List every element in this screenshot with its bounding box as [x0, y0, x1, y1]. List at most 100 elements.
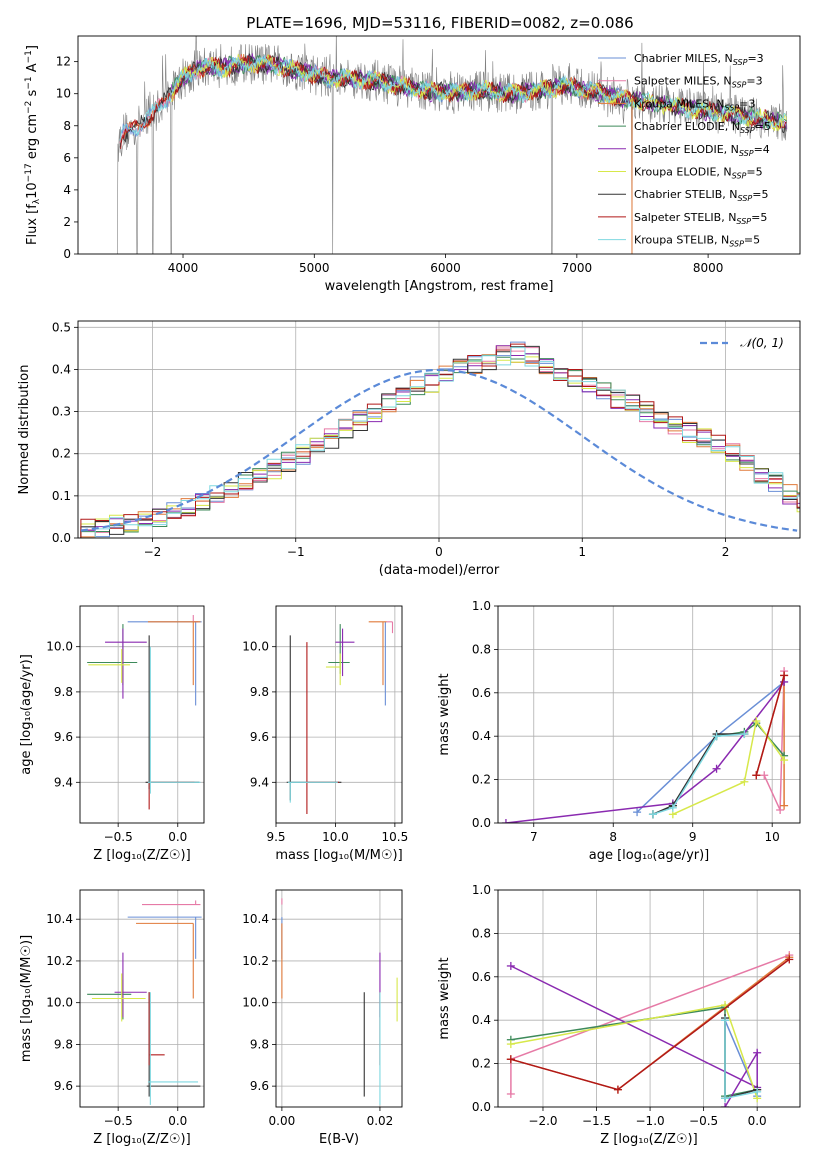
legend-entry: Salpeter MILES, NSSP=3 [634, 75, 763, 90]
legend-entry: Salpeter STELIB, NSSP=5 [634, 211, 767, 226]
age_vs_mass-xtick-label: 9.5 [266, 830, 285, 844]
weight_vs_Z-series-kroupa-stelib [721, 1016, 762, 1103]
legend-entry: Kroupa ELODIE, NSSP=5 [634, 166, 763, 181]
weight_vs_Z-marker [506, 1040, 515, 1049]
weight_vs_age-marker [668, 803, 677, 812]
weight_vs_Z-ytick-label: 1.0 [472, 883, 491, 897]
weight_vs_Z-xtick-label: −2.0 [528, 1114, 557, 1128]
age_vs_Z-plot [87, 615, 202, 810]
weight_vs_age-line [755, 675, 785, 776]
mass_vs_Z-ytick-label: 9.6 [54, 1079, 73, 1093]
residuals-step-salpeter-stelib [80, 343, 800, 538]
residuals-plot [80, 341, 800, 538]
legend-label: Chabrier MILES, N [634, 52, 733, 65]
mass_vs_EBV-xtick-label: 0.02 [367, 1114, 394, 1128]
spectrum-ylabel-part: s [25, 89, 40, 100]
weight_vs_Z-marker [506, 1055, 515, 1064]
spectrum-ytick-label: 8 [63, 119, 71, 133]
weight_vs_age-marker [780, 801, 789, 810]
spectrum-ylabel-part: −17 [24, 163, 34, 182]
spectrum-model-chabrier-elodie [170, 54, 787, 129]
weight_vs_Z-marker [721, 1016, 730, 1025]
spectrum-ylabel-part: A [25, 63, 40, 76]
age_vs_Z-point [105, 628, 147, 699]
age_vs_mass-ytick-label: 9.8 [250, 685, 269, 699]
weight_vs_age-line [652, 733, 745, 815]
spectrum-xtick-label: 6000 [430, 261, 461, 275]
mass_vs_Z-point [114, 952, 147, 1018]
weight_vs_age-marker [752, 717, 761, 726]
legend-label: Salpeter STELIB, N [634, 211, 736, 224]
spectrum-frame [77, 35, 801, 255]
spectrum-ylabel-part: 10 [25, 182, 40, 199]
weight_vs_age-marker [633, 808, 642, 817]
weight_vs_Z-xtick-label: −1.0 [636, 1114, 665, 1128]
age_vs_mass-point [386, 621, 394, 634]
legend-sub: SSP [739, 149, 754, 158]
spectrum-ytick-label: 2 [63, 215, 71, 229]
age_vs_mass-point [325, 653, 341, 686]
residuals-step-kroupa-stelib [80, 347, 800, 538]
legend-label: Chabrier ELODIE, N [634, 120, 740, 133]
mass_vs_EBV-plot [281, 898, 398, 1105]
mass_vs_EBV-frame [275, 889, 403, 1108]
spectrum-xtick-label: 8000 [693, 261, 724, 275]
spectrum-ylabel-part: Flux [f [25, 204, 40, 245]
legend-eq: =3 [739, 97, 755, 110]
age_vs_mass-ytick-label: 10.0 [242, 640, 269, 654]
residuals-ytick-label: 0.1 [52, 489, 71, 503]
residuals-xtick-label: 1 [578, 545, 586, 559]
weight_vs_Z-marker [613, 1085, 622, 1094]
weight_vs_age-line [652, 733, 745, 816]
residuals-frame [77, 320, 801, 539]
weight_vs_age-series-salpeter-miles [760, 667, 789, 814]
weight_vs_age-xtick-label: 9 [689, 830, 697, 844]
spectrum-ylabel-part: −2 [24, 101, 34, 114]
weight_vs_Z-ytick-label: 0.4 [472, 1013, 491, 1027]
age_vs_mass-ytick-label: 9.6 [250, 730, 269, 744]
weight_vs_age-ytick-label: 0.4 [472, 729, 491, 743]
legend-entry: Kroupa MILES, NSSP=3 [634, 97, 755, 112]
legend-sub: SSP [740, 126, 755, 135]
weight_vs_age-marker [760, 771, 769, 780]
age_vs_Z-ytick-label: 9.8 [54, 685, 73, 699]
weight_vs_Z-ytick-label: 0.2 [472, 1057, 491, 1071]
residuals-xtick-label: 2 [722, 545, 730, 559]
mass_vs_Z-point [136, 922, 194, 999]
legend-entry: Chabrier MILES, NSSP=3 [634, 52, 764, 67]
legend-label: Kroupa ELODIE, N [634, 166, 732, 179]
spectrum-model-kroupa-stelib [119, 54, 787, 141]
legend-sub: SSP [736, 217, 751, 226]
age_vs_mass-axes: 9.5 10.0 10.5 9.4 9.6 9.8 10.0 mass [log₁₀(M/M☉… [242, 606, 408, 863]
age_vs_mass-point [368, 621, 387, 686]
legend-entry: Salpeter ELODIE, NSSP=4 [634, 143, 770, 158]
mass_vs_Z-ytick-label: 10.4 [46, 912, 73, 926]
weight_vs_age-marker [648, 810, 657, 819]
age_vs_mass-point [335, 628, 355, 677]
residuals-ytick-label: 0.0 [52, 531, 71, 545]
residuals-ytick-label: 0.5 [52, 320, 71, 334]
age_vs_Z-ylabel: age [log₁₀(age/yr)] [19, 654, 34, 775]
mass_vs_Z-point [148, 992, 165, 1066]
residuals-xtick-label: 0 [435, 545, 443, 559]
legend-label: Kroupa MILES, N [634, 97, 724, 110]
age_vs_mass-point [287, 781, 338, 803]
weight_vs_age-marker [740, 777, 749, 786]
legend-label: Kroupa STELIB, N [634, 234, 729, 247]
weight_vs_age-ytick-label: 0.8 [472, 642, 491, 656]
legend-sub: SSP [729, 240, 744, 249]
legend-sub: SSP [724, 103, 739, 112]
mass_vs_Z-axes: −0.5 0.0 9.6 9.8 10.0 10.2 10.4 Z [log₁₀(Z/Z☉)]… [19, 890, 204, 1147]
spectrum-xtick-label: 4000 [168, 261, 199, 275]
weight_vs_age-marker [501, 819, 510, 823]
age_vs_mass-xtick-label: 10.5 [382, 830, 409, 844]
legend-eq: =5 [755, 120, 771, 133]
legend-label: Salpeter MILES, N [634, 75, 732, 88]
age_vs_Z-xtick-label: −0.5 [104, 830, 133, 844]
mass_vs_Z-ytick-label: 10.0 [46, 996, 73, 1010]
legend-eq: =4 [754, 143, 770, 156]
weight_vs_Z-frame [497, 889, 801, 1108]
legend-eq: =5 [744, 234, 760, 247]
spectrum-ylabel-part: λ [32, 198, 42, 204]
mass_vs_EBV-ytick-label: 10.0 [242, 996, 269, 1010]
